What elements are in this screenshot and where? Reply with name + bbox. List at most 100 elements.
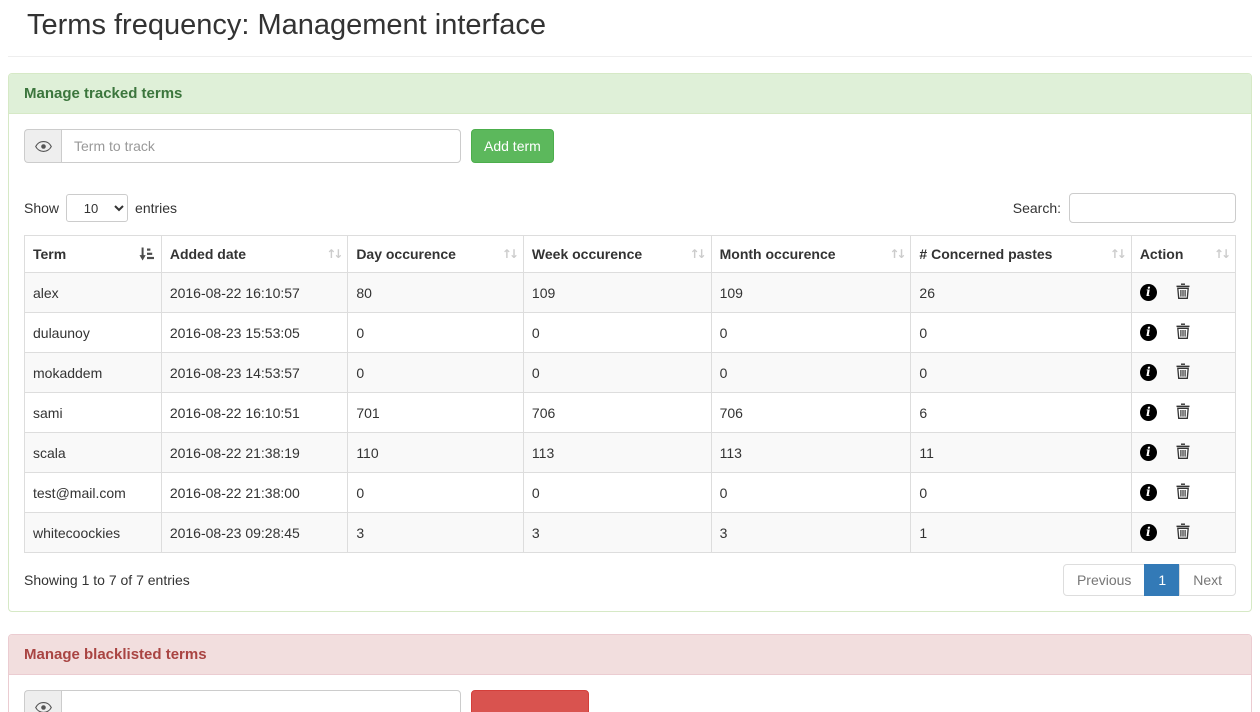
pagination: Previous 1 Next bbox=[1062, 564, 1236, 596]
blacklisted-terms-panel-heading: Manage blacklisted terms bbox=[9, 635, 1251, 675]
cell-action: i bbox=[1130, 312, 1237, 353]
cell-added-date: 2016-08-22 21:38:00 bbox=[160, 472, 349, 513]
column-header-concerned-pastes[interactable]: # Concerned pastes ↑↓ bbox=[910, 235, 1132, 273]
cell-week-occurence: 0 bbox=[522, 472, 712, 513]
column-label: Day occurence bbox=[356, 246, 456, 262]
cell-week-occurence: 109 bbox=[522, 272, 712, 313]
trash-icon[interactable] bbox=[1176, 483, 1190, 502]
cell-action: i bbox=[1130, 472, 1237, 513]
cell-month-occurence: 3 bbox=[710, 512, 912, 553]
cell-week-occurence: 0 bbox=[522, 352, 712, 393]
cell-term: test@mail.com bbox=[24, 472, 162, 513]
column-label: Added date bbox=[169, 246, 247, 262]
cell-concerned-pastes: 11 bbox=[910, 432, 1132, 473]
table-row: scala 2016-08-22 21:38:19 110 113 113 11 i bbox=[24, 432, 1237, 473]
blacklisted-terms-panel: Manage blacklisted terms bbox=[8, 634, 1252, 712]
column-label: # Concerned pastes bbox=[919, 246, 1053, 262]
blacklist-term-button[interactable] bbox=[471, 690, 589, 712]
title-divider bbox=[8, 56, 1252, 57]
add-term-button[interactable]: Add term bbox=[471, 129, 554, 163]
cell-added-date: 2016-08-22 21:38:19 bbox=[160, 432, 349, 473]
trash-icon[interactable] bbox=[1176, 443, 1190, 462]
cell-month-occurence: 0 bbox=[710, 352, 912, 393]
eye-icon bbox=[24, 129, 61, 163]
cell-month-occurence: 0 bbox=[710, 312, 912, 353]
column-header-action[interactable]: Action ↑↓ bbox=[1130, 235, 1237, 273]
column-label: Term bbox=[33, 246, 67, 262]
sort-both-icon: ↑↓ bbox=[1109, 247, 1127, 261]
sort-both-icon: ↑↓ bbox=[1213, 247, 1231, 261]
sort-both-icon: ↑↓ bbox=[889, 247, 906, 261]
column-header-term[interactable]: Term bbox=[24, 235, 162, 273]
blacklisted-terms-panel-body bbox=[9, 675, 1251, 712]
trash-icon[interactable] bbox=[1176, 523, 1190, 542]
info-icon[interactable]: i bbox=[1139, 444, 1157, 461]
info-icon[interactable]: i bbox=[1139, 364, 1157, 381]
table-row: alex 2016-08-22 16:10:57 80 109 109 26 i bbox=[24, 272, 1237, 313]
cell-added-date: 2016-08-23 15:53:05 bbox=[160, 312, 349, 353]
column-header-month-occurence[interactable]: Month occurence ↑↓ bbox=[710, 235, 912, 273]
entries-label: entries bbox=[135, 200, 178, 216]
table-body: alex 2016-08-22 16:10:57 80 109 109 26 i dula… bbox=[24, 272, 1237, 553]
info-icon[interactable]: i bbox=[1139, 284, 1157, 301]
eye-icon bbox=[24, 690, 61, 712]
sort-both-icon: ↑↓ bbox=[326, 247, 343, 261]
term-to-track-input[interactable] bbox=[61, 129, 461, 163]
cell-action: i bbox=[1130, 392, 1237, 433]
search-control: Search: bbox=[1013, 193, 1236, 223]
info-icon[interactable]: i bbox=[1139, 324, 1157, 341]
term-input-group bbox=[24, 129, 461, 163]
table-row: test@mail.com 2016-08-22 21:38:00 0 0 0 0 i bbox=[24, 472, 1237, 513]
column-header-week-occurence[interactable]: Week occurence ↑↓ bbox=[522, 235, 712, 273]
table-header-row: Term Added date ↑↓ Day occurence ↑↓ Week… bbox=[24, 235, 1237, 273]
table-row: dulaunoy 2016-08-23 15:53:05 0 0 0 0 i bbox=[24, 312, 1237, 353]
page-title: Terms frequency: Management interface bbox=[27, 9, 547, 41]
cell-day-occurence: 0 bbox=[347, 472, 524, 513]
trash-icon[interactable] bbox=[1176, 403, 1190, 422]
cell-week-occurence: 706 bbox=[522, 392, 712, 433]
cell-term: sami bbox=[24, 392, 162, 433]
cell-added-date: 2016-08-23 09:28:45 bbox=[160, 512, 349, 553]
tracked-terms-table: Term Added date ↑↓ Day occurence ↑↓ Week… bbox=[24, 235, 1237, 553]
cell-day-occurence: 110 bbox=[347, 432, 524, 473]
page-length-select[interactable]: 10 bbox=[66, 194, 129, 222]
tracked-terms-panel-body: Add term Show 10 entries Search: bbox=[9, 114, 1251, 611]
cell-month-occurence: 109 bbox=[710, 272, 912, 313]
blacklist-term-input[interactable] bbox=[61, 690, 461, 712]
tracked-terms-panel-heading: Manage tracked terms bbox=[9, 74, 1251, 114]
column-label: Month occurence bbox=[719, 246, 836, 262]
cell-day-occurence: 701 bbox=[347, 392, 524, 433]
cell-week-occurence: 113 bbox=[522, 432, 712, 473]
cell-action: i bbox=[1130, 432, 1237, 473]
info-icon[interactable]: i bbox=[1139, 484, 1157, 501]
pagination-previous[interactable]: Previous bbox=[1062, 564, 1146, 596]
cell-week-occurence: 0 bbox=[522, 312, 712, 353]
trash-icon[interactable] bbox=[1176, 323, 1190, 342]
search-label: Search: bbox=[1012, 200, 1061, 216]
cell-month-occurence: 706 bbox=[710, 392, 912, 433]
info-icon[interactable]: i bbox=[1139, 404, 1157, 421]
cell-day-occurence: 0 bbox=[347, 312, 524, 353]
sort-ascending-icon bbox=[139, 247, 154, 261]
column-label: Week occurence bbox=[531, 246, 643, 262]
column-header-added-date[interactable]: Added date ↑↓ bbox=[160, 235, 349, 273]
cell-concerned-pastes: 6 bbox=[910, 392, 1132, 433]
table-row: sami 2016-08-22 16:10:51 701 706 706 6 i bbox=[24, 392, 1237, 433]
column-header-day-occurence[interactable]: Day occurence ↑↓ bbox=[347, 235, 524, 273]
cell-added-date: 2016-08-22 16:10:51 bbox=[160, 392, 349, 433]
column-label: Action bbox=[1139, 246, 1184, 262]
search-input[interactable] bbox=[1069, 193, 1236, 223]
cell-week-occurence: 3 bbox=[522, 512, 712, 553]
cell-month-occurence: 0 bbox=[710, 472, 912, 513]
cell-action: i bbox=[1130, 352, 1237, 393]
cell-added-date: 2016-08-22 16:10:57 bbox=[160, 272, 349, 313]
blacklist-input-group bbox=[24, 690, 461, 712]
pagination-page-1[interactable]: 1 bbox=[1144, 564, 1181, 596]
trash-icon[interactable] bbox=[1176, 283, 1190, 302]
trash-icon[interactable] bbox=[1176, 363, 1190, 382]
table-row: whitecoockies 2016-08-23 09:28:45 3 3 3 1 i bbox=[24, 512, 1237, 553]
pagination-next[interactable]: Next bbox=[1179, 564, 1236, 596]
showing-entries-text: Showing 1 to 7 of 7 entries bbox=[24, 572, 190, 588]
cell-day-occurence: 3 bbox=[347, 512, 524, 553]
info-icon[interactable]: i bbox=[1139, 524, 1157, 541]
